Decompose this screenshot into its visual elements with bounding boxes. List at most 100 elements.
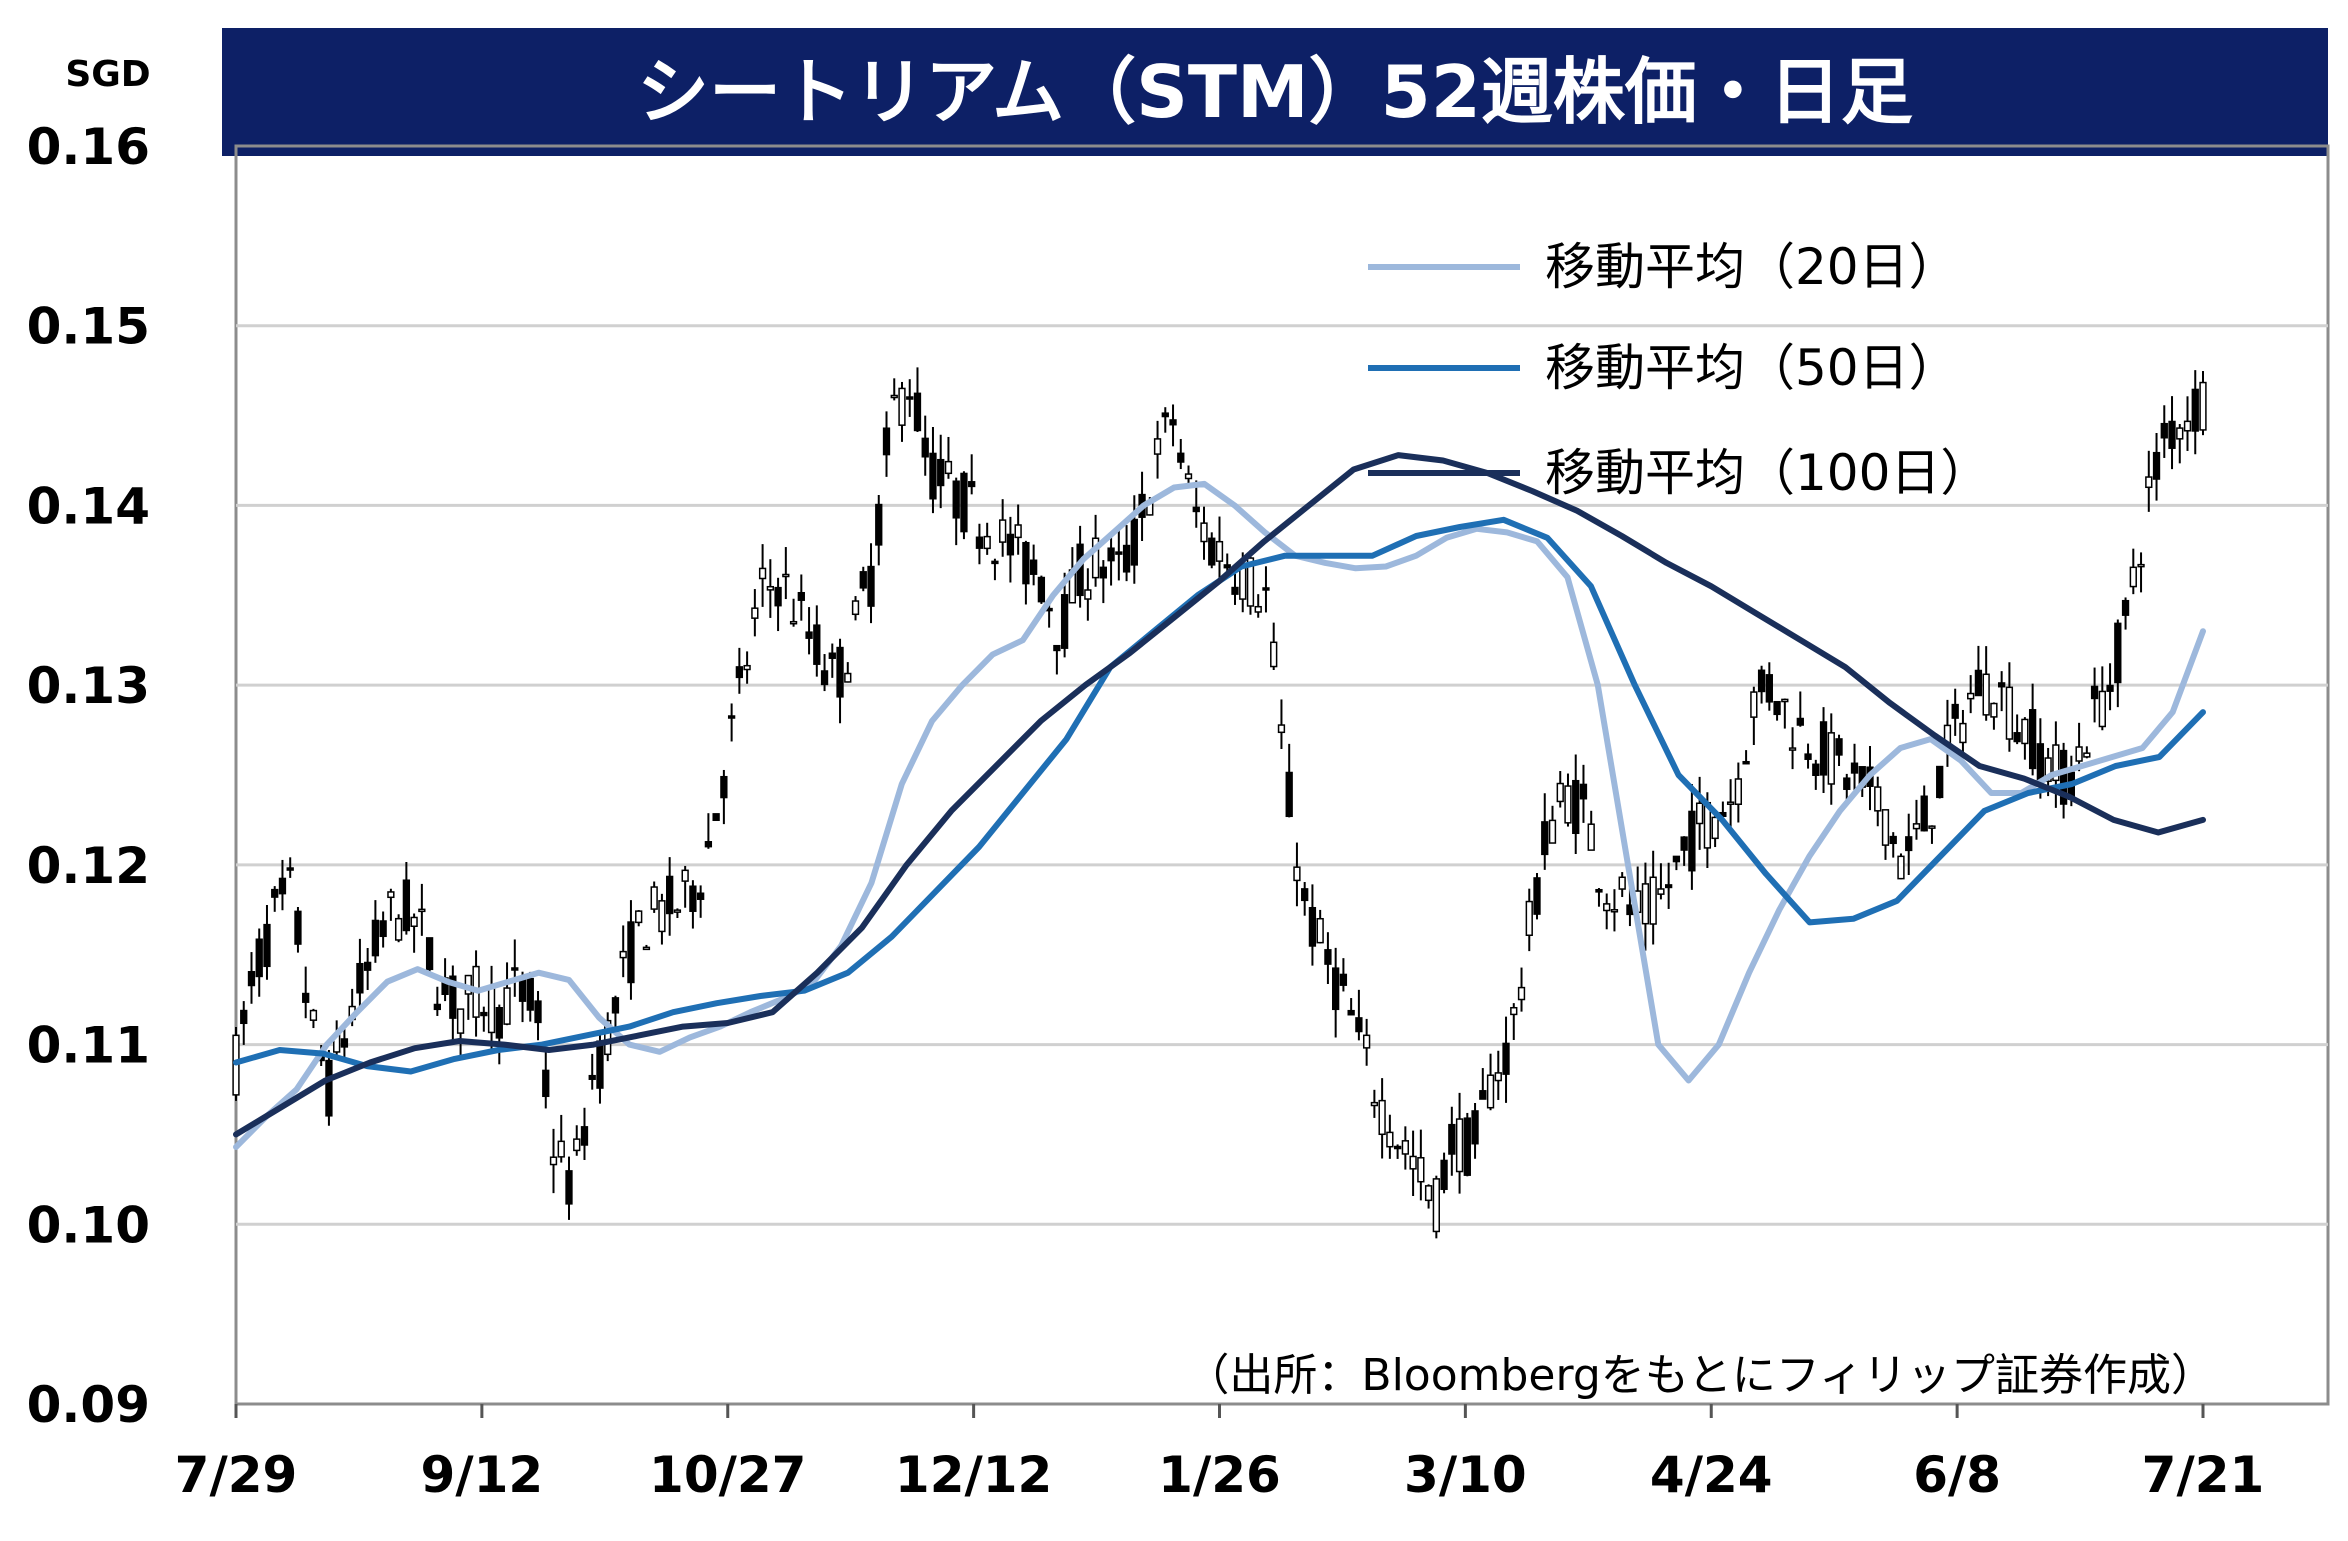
candle-body: [650, 886, 658, 910]
candle-body: [1750, 691, 1758, 718]
candle-body: [1448, 1123, 1456, 1155]
candle-body: [1037, 576, 1046, 603]
candle-body: [263, 923, 271, 968]
candle-body: [2152, 451, 2161, 480]
candle-body: [1161, 412, 1169, 418]
candle-body: [1649, 876, 1657, 925]
candle-body: [1587, 823, 1595, 851]
candle-body: [751, 607, 759, 619]
candle-body: [1967, 692, 1975, 700]
candle-body: [1401, 1140, 1410, 1155]
legend-label-ma20: 移動平均（20日）: [1545, 238, 1959, 296]
candle-body: [2005, 686, 2014, 740]
candle-body: [1122, 544, 1131, 573]
candle-body: [449, 975, 457, 1019]
candle-body: [2176, 427, 2184, 440]
ma20-line: [233, 480, 2206, 1150]
candle-body: [2036, 743, 2045, 782]
candle-body: [1177, 452, 1185, 463]
candle-body: [1757, 669, 1766, 693]
candle-body: [1347, 1009, 1355, 1016]
candle-body: [2083, 752, 2091, 758]
x-tick-label: 12/12: [895, 1446, 1052, 1504]
candle-body: [1130, 518, 1138, 566]
candle-body: [720, 775, 728, 799]
candle-body: [952, 480, 960, 519]
legend-label-ma100: 移動平均（100日）: [1545, 444, 1990, 502]
candle-body: [2021, 718, 2029, 745]
candle-body: [1579, 783, 1588, 800]
candle-body: [1060, 594, 1069, 649]
candle-body: [247, 970, 256, 987]
candle-body: [1486, 1074, 1495, 1109]
candle-body: [2028, 709, 2037, 770]
candle-body: [1912, 823, 1921, 830]
candle-body: [604, 1019, 612, 1056]
candle-body: [1293, 866, 1301, 882]
candle-body: [960, 472, 968, 533]
candle-body: [1254, 605, 1262, 613]
candle-body: [1874, 786, 1882, 812]
candle-body: [1641, 883, 1650, 925]
candle-body: [1742, 760, 1750, 765]
candle-body: [1657, 888, 1665, 895]
candle-body: [1455, 1118, 1464, 1173]
legend-label-ma50: 移動平均（50日）: [1545, 339, 1959, 397]
candle-body: [1626, 904, 1634, 916]
candle-body: [828, 652, 836, 659]
candle-body: [1409, 1155, 1417, 1170]
candle-body: [1169, 419, 1177, 426]
candle-body: [704, 841, 713, 848]
candle-body: [1208, 537, 1216, 566]
candle-body: [1184, 473, 1193, 480]
candle-body: [890, 394, 898, 399]
candle-body: [1595, 888, 1603, 893]
candle-body: [1951, 703, 1959, 719]
candle-body: [1417, 1157, 1425, 1183]
candle-body: [425, 937, 434, 971]
candle-body: [596, 1040, 604, 1089]
x-tick-label: 6/8: [1913, 1446, 2001, 1504]
x-tick-label: 1/26: [1158, 1446, 1281, 1504]
candle-body: [1990, 702, 1998, 718]
candle-body: [495, 1007, 503, 1039]
candle-body: [418, 908, 426, 913]
y-tick-label: 0.14: [27, 477, 150, 535]
candle-body: [2191, 388, 2199, 432]
candle-body: [681, 869, 689, 882]
candle-body: [658, 900, 666, 933]
candle-body: [1262, 587, 1270, 591]
candle-body: [913, 392, 922, 432]
candle-body: [309, 1009, 318, 1021]
candle-body: [2137, 563, 2145, 568]
unit-label: SGD: [65, 54, 150, 95]
candle-body: [325, 1059, 333, 1117]
ma100-line: [233, 452, 2206, 1138]
candle-body: [1285, 771, 1293, 818]
candle-body: [1688, 810, 1696, 872]
candle-body: [851, 600, 860, 616]
candle-body: [1324, 949, 1332, 965]
candle-body: [2145, 476, 2153, 489]
candle-body: [882, 427, 891, 456]
candle-body: [240, 1009, 248, 1025]
candle-body: [1339, 973, 1348, 986]
candle-body: [1525, 900, 1533, 936]
candle-body: [1928, 825, 1936, 829]
candle-body: [1393, 1145, 1402, 1150]
x-tick-label: 3/10: [1404, 1446, 1527, 1504]
candle-body: [534, 1000, 542, 1024]
y-axis-ticks: 0.16 0.15 0.14 0.13 0.12 0.11 0.10 0.09: [27, 118, 150, 1434]
candle-body: [518, 978, 527, 1002]
candle-body: [1091, 537, 1100, 579]
candle-body: [340, 1038, 349, 1048]
candle-body: [2183, 420, 2192, 432]
candle-body: [1153, 438, 1162, 455]
candle-body: [1362, 1034, 1371, 1049]
candle-body: [1440, 1159, 1448, 1190]
candle-body: [789, 620, 798, 625]
title-banner: [222, 28, 2328, 156]
candle-body: [1215, 540, 1224, 562]
candle-body: [1541, 821, 1549, 856]
candle-body: [1029, 559, 1038, 575]
